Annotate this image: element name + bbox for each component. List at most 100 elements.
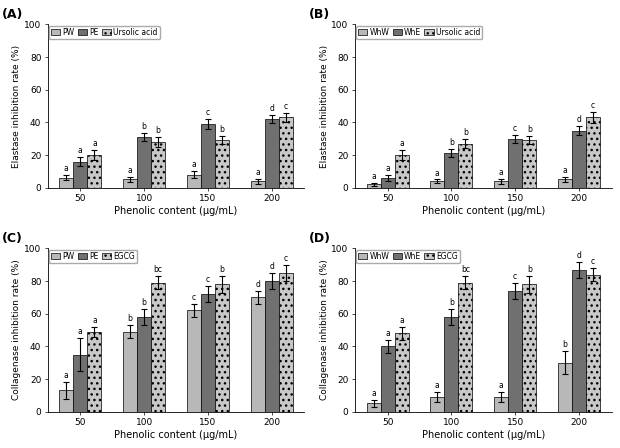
Text: d: d bbox=[269, 104, 274, 113]
Bar bbox=[250, 181, 265, 188]
Text: d: d bbox=[577, 250, 582, 259]
Text: a: a bbox=[562, 166, 567, 175]
Bar bbox=[137, 137, 151, 188]
Bar bbox=[522, 284, 536, 412]
Text: d: d bbox=[269, 262, 274, 271]
Text: b: b bbox=[449, 298, 454, 307]
Text: a: a bbox=[78, 327, 82, 336]
Bar bbox=[381, 346, 394, 412]
Text: a: a bbox=[192, 160, 197, 169]
Text: c: c bbox=[513, 272, 517, 281]
Y-axis label: Collagenase inhibition rate (%): Collagenase inhibition rate (%) bbox=[12, 260, 21, 401]
Bar bbox=[123, 332, 137, 412]
Bar bbox=[73, 162, 87, 188]
Bar bbox=[494, 181, 508, 188]
Text: (C): (C) bbox=[1, 232, 22, 245]
Y-axis label: Collagenase inhibition rate (%): Collagenase inhibition rate (%) bbox=[319, 260, 329, 401]
X-axis label: Phenolic content (μg/mL): Phenolic content (μg/mL) bbox=[422, 206, 545, 215]
Legend: PW, PE, Ursolic acid: PW, PE, Ursolic acid bbox=[49, 26, 160, 39]
Y-axis label: Elastase inhibition rate (%): Elastase inhibition rate (%) bbox=[319, 44, 329, 168]
Text: a: a bbox=[371, 172, 376, 181]
Bar bbox=[508, 291, 522, 412]
Text: (B): (B) bbox=[309, 8, 330, 21]
Text: a: a bbox=[64, 164, 69, 173]
Bar bbox=[265, 281, 279, 412]
Y-axis label: Elastase inhibition rate (%): Elastase inhibition rate (%) bbox=[12, 44, 21, 168]
Bar bbox=[215, 284, 229, 412]
Text: (A): (A) bbox=[1, 8, 23, 21]
Text: (D): (D) bbox=[309, 232, 330, 245]
Bar bbox=[137, 317, 151, 412]
X-axis label: Phenolic content (μg/mL): Phenolic content (μg/mL) bbox=[115, 206, 237, 215]
Text: b: b bbox=[449, 138, 454, 147]
Bar bbox=[366, 404, 381, 412]
Text: a: a bbox=[92, 139, 97, 148]
Bar bbox=[586, 275, 600, 412]
Text: c: c bbox=[284, 102, 288, 111]
Bar bbox=[279, 273, 293, 412]
Bar bbox=[558, 180, 572, 188]
Bar bbox=[458, 143, 472, 188]
X-axis label: Phenolic content (μg/mL): Phenolic content (μg/mL) bbox=[115, 430, 237, 439]
Bar bbox=[366, 185, 381, 188]
Bar bbox=[201, 124, 215, 188]
Bar bbox=[430, 181, 445, 188]
Bar bbox=[87, 332, 102, 412]
Bar bbox=[201, 294, 215, 412]
Bar bbox=[381, 178, 394, 188]
Text: a: a bbox=[64, 371, 69, 380]
Legend: WhW, WhE, EGCG: WhW, WhE, EGCG bbox=[356, 250, 460, 263]
Bar bbox=[572, 130, 586, 188]
Text: c: c bbox=[513, 124, 517, 133]
Bar bbox=[151, 142, 165, 188]
Bar bbox=[494, 397, 508, 412]
Text: c: c bbox=[206, 275, 210, 284]
Bar bbox=[279, 117, 293, 188]
Bar bbox=[73, 354, 87, 412]
Bar bbox=[558, 363, 572, 412]
Bar bbox=[458, 283, 472, 412]
Bar bbox=[572, 270, 586, 412]
Text: b: b bbox=[142, 122, 146, 131]
Text: c: c bbox=[206, 108, 210, 117]
Legend: PW, PE, EGCG: PW, PE, EGCG bbox=[49, 250, 137, 263]
Text: c: c bbox=[284, 254, 288, 263]
Text: a: a bbox=[255, 168, 260, 177]
Text: b: b bbox=[527, 125, 531, 134]
Bar bbox=[187, 310, 201, 412]
X-axis label: Phenolic content (μg/mL): Phenolic content (μg/mL) bbox=[422, 430, 545, 439]
Legend: WhW, WhE, Ursolic acid: WhW, WhE, Ursolic acid bbox=[356, 26, 482, 39]
Text: a: a bbox=[435, 381, 440, 390]
Text: a: a bbox=[92, 316, 97, 325]
Bar bbox=[430, 397, 445, 412]
Text: a: a bbox=[385, 329, 390, 338]
Bar bbox=[394, 155, 409, 188]
Bar bbox=[394, 333, 409, 412]
Bar bbox=[215, 140, 229, 188]
Text: a: a bbox=[78, 146, 82, 155]
Bar bbox=[445, 317, 458, 412]
Text: d: d bbox=[255, 280, 260, 289]
Text: b: b bbox=[128, 314, 133, 323]
Text: a: a bbox=[128, 166, 133, 175]
Text: b: b bbox=[219, 265, 224, 274]
Bar bbox=[123, 180, 137, 188]
Bar bbox=[60, 390, 73, 412]
Bar bbox=[522, 140, 536, 188]
Text: c: c bbox=[591, 257, 595, 266]
Bar bbox=[87, 155, 102, 188]
Bar bbox=[508, 139, 522, 188]
Bar bbox=[151, 283, 165, 412]
Bar bbox=[445, 153, 458, 188]
Text: bc: bc bbox=[154, 265, 162, 274]
Text: d: d bbox=[577, 116, 582, 125]
Text: a: a bbox=[435, 168, 440, 177]
Text: a: a bbox=[371, 389, 376, 398]
Bar bbox=[586, 117, 600, 188]
Text: b: b bbox=[219, 125, 224, 134]
Bar bbox=[265, 119, 279, 188]
Text: b: b bbox=[527, 265, 531, 274]
Text: b: b bbox=[142, 298, 146, 307]
Text: a: a bbox=[385, 164, 390, 172]
Bar bbox=[60, 178, 73, 188]
